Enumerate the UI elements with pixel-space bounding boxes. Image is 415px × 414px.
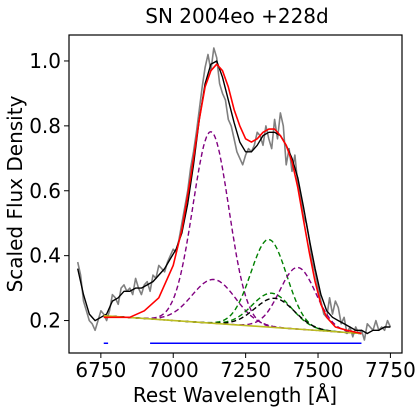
smoothed-spectrum-line [77, 60, 391, 335]
y-axis: 0.2 0.4 0.6 0.8 1.0 [29, 49, 69, 333]
plot-area [76, 47, 392, 345]
x-tick-label: 7500 [293, 358, 344, 382]
gaussian-component-black-component [103, 297, 362, 335]
raw-spectrum-line [76, 47, 392, 341]
x-axis: 6750 7000 7250 7500 7750 [75, 353, 415, 382]
x-tick-label: 6750 [75, 358, 126, 382]
y-tick-label: 0.2 [29, 309, 61, 333]
chart-title: SN 2004eo +228d [145, 4, 328, 28]
x-axis-label: Rest Wavelength [Å] [133, 383, 337, 407]
continuum-spectrum-line [103, 314, 362, 335]
gaussian-component-purple-main [103, 130, 362, 335]
x-tick-label: 7750 [365, 358, 415, 382]
y-tick-label: 1.0 [29, 49, 61, 73]
y-axis-label: Scaled Flux Density [3, 95, 27, 292]
x-tick-label: 7250 [220, 358, 271, 382]
y-tick-label: 0.6 [29, 179, 61, 203]
plot-frame [68, 34, 403, 354]
x-tick-label: 7000 [148, 358, 199, 382]
y-tick-label: 0.4 [29, 244, 61, 268]
fit-spectrum-line [103, 63, 362, 335]
y-tick-label: 0.8 [29, 114, 61, 138]
